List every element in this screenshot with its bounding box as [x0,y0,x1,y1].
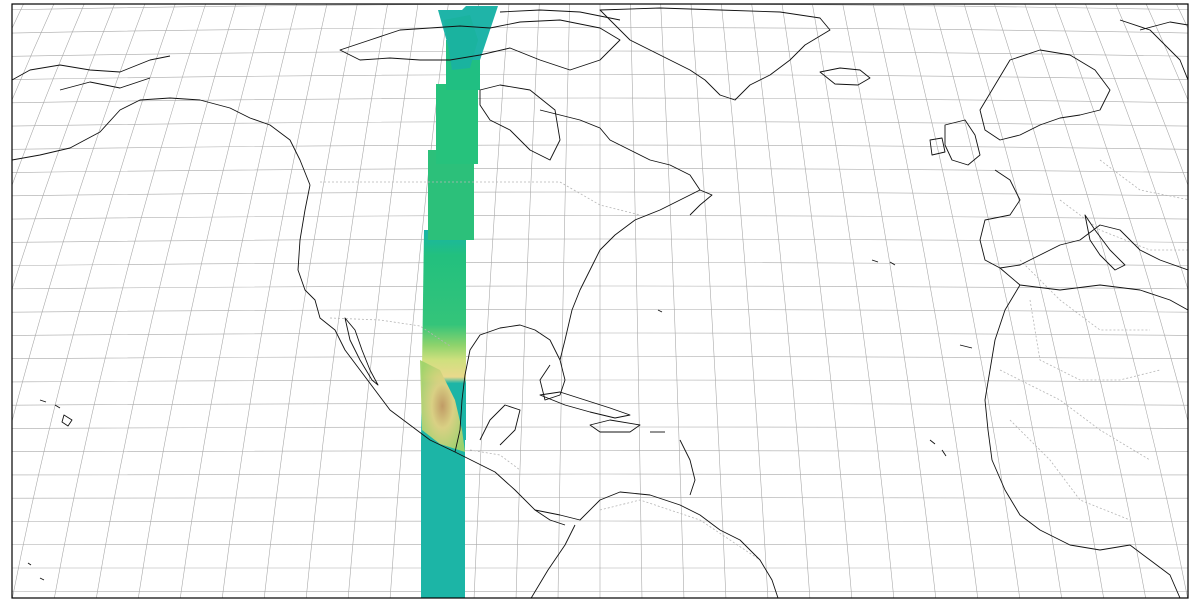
graticule-meridian [138,0,267,600]
graticule-meridian [0,0,56,600]
graticule-meridian [264,0,358,600]
graticule-meridian [781,0,852,600]
graticule-meridian [96,0,237,600]
graticule-meridian [1023,0,1188,600]
graticule-meridian [660,0,684,600]
graticule-meridian [1144,0,1200,600]
coast-baja [345,318,378,385]
graticule-meridian [842,0,936,600]
coast-italy [1085,215,1125,270]
coast-iceland [820,68,870,85]
coast-hudson-bay [480,85,560,160]
swath-segment [421,440,465,600]
graticule-meridian [902,0,1020,600]
graticule-meridian [691,0,726,600]
graticule-meridian [1175,0,1200,600]
graticule-meridian [751,0,810,600]
graticule-meridian [630,0,642,600]
graticule-meridian [933,0,1062,600]
graticule-meridian [0,0,86,600]
graticule-meridian [993,0,1146,600]
coast-south-america [535,492,778,598]
coast-cuba [540,392,630,418]
satellite-elevation-swath [420,6,498,600]
coast-west-africa [985,285,1180,598]
graticule-meridian [306,0,388,600]
coast-gulf-of-mexico [455,325,565,452]
coast-greenland [600,8,830,100]
coast-hispaniola [590,420,640,432]
coast-hawaii [40,400,46,402]
coast-yucatan [480,405,520,445]
graticule-meridian [963,0,1104,600]
swath-segment [436,84,478,164]
coast-british-isles [945,120,980,165]
graticule-meridian [812,0,894,600]
graticule-meridian [348,0,419,600]
graticule-meridian [0,0,146,600]
graticule-meridian [1084,0,1200,600]
graticule-meridian [0,0,116,600]
graticule-meridian [558,0,570,600]
graticule-meridian [0,0,25,600]
graticule-meridian [12,0,177,600]
graticule-meridian [54,0,207,600]
coast-north-africa [1000,268,1188,310]
graticule-meridian [1054,0,1200,600]
graticule-meridian [1114,0,1200,600]
graticule-meridian [180,0,298,600]
coast-canada-east [540,110,700,190]
